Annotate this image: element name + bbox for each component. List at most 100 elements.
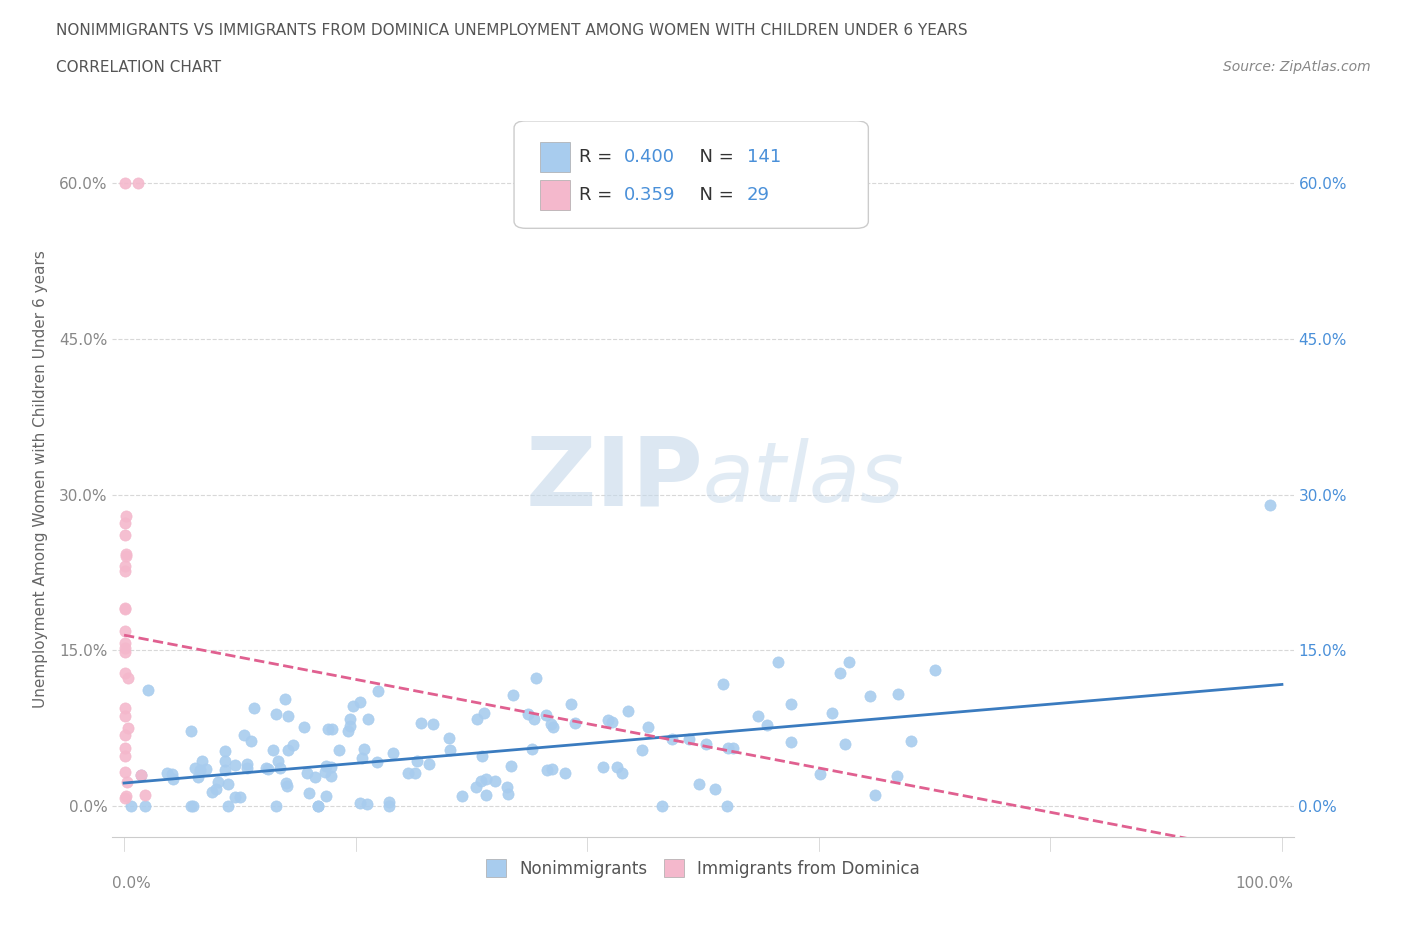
Point — [277, 709, 299, 724]
Bar — [540, 142, 569, 172]
Point — [484, 773, 506, 788]
Point — [114, 548, 136, 563]
FancyBboxPatch shape — [515, 121, 869, 229]
Point — [536, 763, 558, 777]
Text: 0.359: 0.359 — [624, 186, 675, 205]
Point — [377, 799, 399, 814]
Point — [214, 763, 236, 777]
Point — [367, 684, 389, 698]
Point — [828, 665, 851, 680]
Point — [357, 711, 380, 726]
Point — [721, 740, 744, 755]
Point — [808, 766, 831, 781]
Point — [863, 788, 886, 803]
Point — [1260, 498, 1282, 512]
Point — [134, 788, 156, 803]
Point — [114, 644, 136, 659]
Text: ZIP: ZIP — [524, 432, 703, 525]
Point — [560, 697, 582, 711]
Text: 0.400: 0.400 — [624, 149, 675, 166]
Point — [523, 711, 546, 726]
Text: NONIMMIGRANTS VS IMMIGRANTS FROM DOMINICA UNEMPLOYMENT AMONG WOMEN WITH CHILDREN: NONIMMIGRANTS VS IMMIGRANTS FROM DOMINIC… — [56, 23, 967, 38]
Point — [356, 796, 378, 811]
Point — [131, 767, 153, 782]
Point — [516, 706, 538, 721]
Point — [114, 764, 136, 779]
Point — [409, 716, 432, 731]
Point — [114, 700, 136, 715]
Point — [270, 760, 292, 775]
Point — [224, 758, 246, 773]
Point — [217, 777, 239, 791]
Point — [114, 564, 136, 578]
Point — [188, 763, 211, 777]
Point — [321, 721, 343, 736]
Text: atlas: atlas — [703, 438, 904, 520]
Point — [779, 734, 801, 749]
Point — [496, 787, 519, 802]
Point — [276, 778, 298, 793]
Point — [115, 547, 138, 562]
Point — [114, 727, 136, 742]
Point — [114, 636, 136, 651]
Point — [336, 724, 359, 738]
Point — [465, 779, 488, 794]
Point — [180, 724, 202, 738]
Point — [502, 687, 524, 702]
Point — [205, 781, 228, 796]
Point — [328, 742, 350, 757]
Point — [524, 671, 547, 685]
Point — [821, 705, 844, 720]
Point — [319, 769, 342, 784]
Point — [274, 776, 297, 790]
Point — [859, 689, 882, 704]
Point — [596, 712, 619, 727]
Point — [418, 756, 440, 771]
Bar — [540, 180, 569, 210]
Point — [264, 706, 287, 721]
Text: 141: 141 — [747, 149, 780, 166]
Point — [114, 601, 136, 616]
Point — [114, 640, 136, 655]
Point — [600, 714, 623, 729]
Text: CORRELATION CHART: CORRELATION CHART — [56, 60, 221, 75]
Point — [274, 691, 297, 706]
Text: R =: R = — [579, 186, 619, 205]
Point — [711, 676, 734, 691]
Point — [381, 745, 404, 760]
Point — [352, 751, 374, 765]
Point — [704, 782, 727, 797]
Point — [541, 719, 564, 734]
Point — [780, 697, 803, 711]
Point — [217, 799, 239, 814]
Point — [114, 665, 136, 680]
Point — [114, 558, 136, 573]
Point — [499, 759, 522, 774]
Point — [190, 754, 212, 769]
Point — [541, 761, 564, 776]
Point — [465, 711, 488, 726]
Point — [267, 753, 290, 768]
Point — [187, 770, 209, 785]
Point — [396, 766, 419, 781]
Point — [554, 765, 576, 780]
Point — [194, 762, 217, 777]
Point — [404, 765, 426, 780]
Point — [114, 749, 136, 764]
Point — [136, 683, 159, 698]
Point — [886, 769, 908, 784]
Point — [495, 779, 517, 794]
Point — [451, 789, 474, 804]
Point — [717, 740, 740, 755]
Point — [201, 785, 224, 800]
Point — [162, 772, 184, 787]
Text: N =: N = — [688, 149, 740, 166]
Point — [342, 698, 364, 713]
Point — [339, 711, 361, 726]
Point — [610, 766, 633, 781]
Point — [661, 732, 683, 747]
Point — [264, 799, 287, 814]
Point — [181, 799, 204, 814]
Point — [120, 799, 142, 814]
Legend: Nonimmigrants, Immigrants from Dominica: Nonimmigrants, Immigrants from Dominica — [478, 851, 928, 886]
